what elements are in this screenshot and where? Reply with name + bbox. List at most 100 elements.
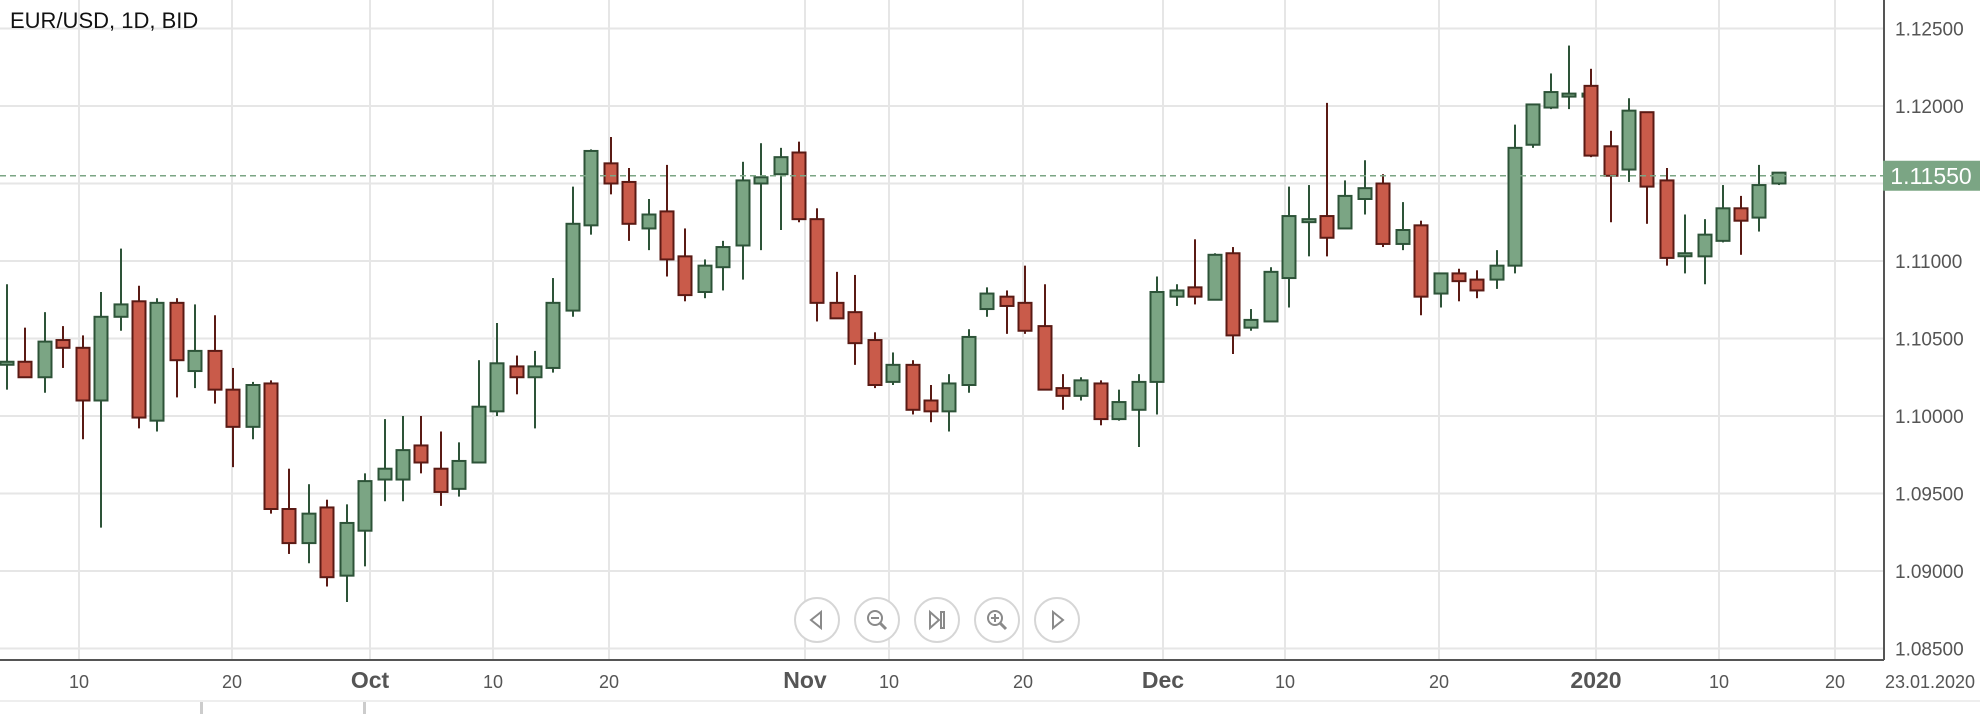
candle-bullish[interactable] [1111,389,1127,421]
candle-bullish[interactable] [1207,253,1223,301]
candle-bullish[interactable] [357,473,373,567]
candle-bearish[interactable] [1603,130,1619,223]
scroll-right-button[interactable] [1034,597,1080,643]
candle-bullish[interactable] [1337,180,1353,230]
candle-bullish[interactable] [697,259,713,299]
candle-bearish[interactable] [1055,374,1071,410]
navigator-right-handle[interactable] [363,702,366,714]
candle-bearish[interactable] [1469,270,1485,299]
candle-bearish[interactable] [75,335,91,440]
candle-bearish[interactable] [131,285,147,429]
candle-bullish[interactable] [187,304,203,389]
candle-bullish[interactable] [1243,309,1259,331]
candle-bearish[interactable] [433,431,449,506]
candle-bearish[interactable] [847,274,863,365]
candle-bearish[interactable] [659,164,675,277]
navigator-strip[interactable] [0,700,1980,714]
candle-bullish[interactable] [1751,164,1767,232]
candle-bullish[interactable] [245,381,261,440]
candle-bearish[interactable] [809,208,825,322]
candle-bearish[interactable] [225,367,241,468]
zoom-out-button[interactable] [854,597,900,643]
candle-bearish[interactable] [923,385,939,423]
reset-to-latest-button[interactable] [914,597,960,643]
candle-bullish[interactable] [37,312,53,393]
candle-bullish[interactable] [1301,185,1317,257]
candle-bearish[interactable] [829,271,845,320]
candle-bearish[interactable] [509,355,525,395]
candle-bearish[interactable] [1733,195,1749,255]
candle-bearish[interactable] [1659,168,1675,266]
candle-bearish[interactable] [603,137,619,195]
candle-bullish[interactable] [1543,73,1559,110]
navigator-left-handle[interactable] [0,702,203,714]
candle-bullish[interactable] [301,484,317,564]
candle-bullish[interactable] [1433,272,1449,308]
candle-bearish[interactable] [867,332,883,389]
candle-bearish[interactable] [169,298,185,398]
candle-bearish[interactable] [207,315,223,404]
candle-bearish[interactable] [1319,102,1335,257]
candle-bullish[interactable] [149,298,165,432]
candle-bearish[interactable] [677,228,693,302]
candle-bullish[interactable] [339,504,355,602]
candle-bearish[interactable] [281,468,297,554]
candle-bullish[interactable] [93,292,109,528]
candle-bullish[interactable] [583,149,599,235]
candle-bullish[interactable] [527,350,543,429]
candle-bullish[interactable] [1395,202,1411,251]
candle-bullish[interactable] [753,143,769,251]
candle-bearish[interactable] [1017,265,1033,334]
candle-bearish[interactable] [1375,174,1391,248]
candle-bullish[interactable] [1507,124,1523,274]
candle-bullish[interactable] [1621,98,1637,182]
candle-bearish[interactable] [791,141,807,223]
candle-bearish[interactable] [413,416,429,474]
candle-bullish[interactable] [1131,374,1147,447]
candle-bearish[interactable] [17,327,33,379]
candle-bullish[interactable] [773,147,789,230]
candle-bullish[interactable] [1149,276,1165,415]
candle-bearish[interactable] [1225,247,1241,354]
candle-bearish[interactable] [1093,380,1109,426]
candle-bullish[interactable] [1771,171,1787,186]
candle-bearish[interactable] [905,360,921,415]
candle-bearish[interactable] [263,380,279,514]
candle-bullish[interactable] [1561,45,1577,110]
candle-bearish[interactable] [1187,239,1203,305]
candle-bullish[interactable] [113,248,129,331]
candle-bullish[interactable] [1715,185,1731,243]
candle-bearish[interactable] [319,499,335,587]
candle-bearish[interactable] [1413,220,1429,316]
candle-bearish[interactable] [1639,111,1655,224]
candle-bearish[interactable] [55,326,71,368]
candle-bullish[interactable] [735,161,751,280]
candle-bullish[interactable] [1525,103,1541,148]
candle-bullish[interactable] [961,329,977,393]
candle-bullish[interactable] [545,278,561,373]
candle-bullish[interactable] [489,323,505,416]
candle-bearish[interactable] [1037,284,1053,391]
candle-bearish[interactable] [621,168,637,241]
candle-bullish[interactable] [565,186,581,317]
candle-bullish[interactable] [471,360,487,464]
candle-bullish[interactable] [885,352,901,385]
candle-bearish[interactable] [1451,268,1467,302]
candle-bullish[interactable] [377,419,393,502]
candle-bullish[interactable] [1677,214,1693,274]
scroll-left-button[interactable] [794,597,840,643]
candle-bearish[interactable] [999,290,1015,334]
candle-bullish[interactable] [941,374,957,432]
candle-bullish[interactable] [641,199,657,251]
candle-bullish[interactable] [1169,284,1185,306]
candle-bullish[interactable] [715,240,731,291]
candle-bullish[interactable] [1357,160,1373,215]
candle-bullish[interactable] [979,287,995,317]
candle-bullish[interactable] [0,284,15,390]
candle-bullish[interactable] [1489,250,1505,289]
candle-bearish[interactable] [1583,68,1599,158]
candle-bullish[interactable] [451,442,467,497]
candle-bullish[interactable] [1263,267,1279,323]
